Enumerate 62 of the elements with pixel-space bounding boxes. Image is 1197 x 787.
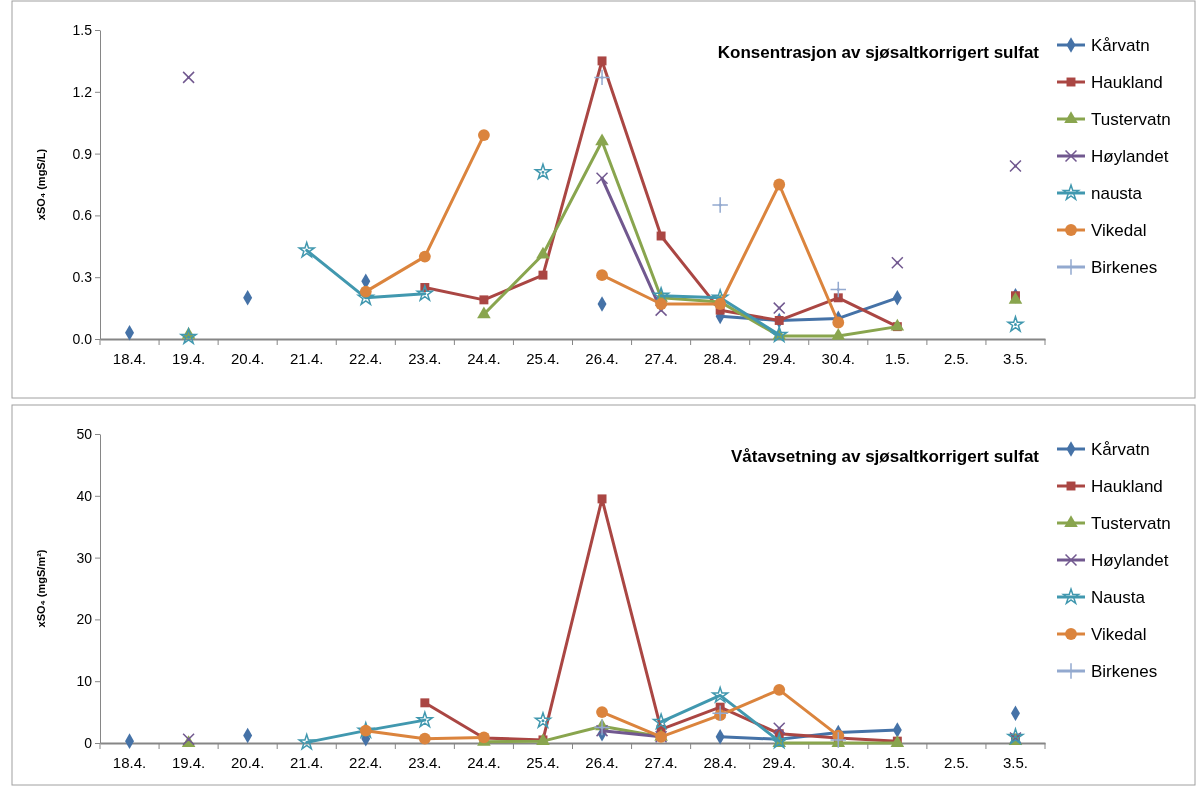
x-tick-label: 21.4. <box>290 753 324 771</box>
x-tick-label: 24.4. <box>467 753 501 771</box>
x-tick-label: 24.4. <box>467 349 501 367</box>
legend-label: Høylandet <box>1091 147 1169 166</box>
x-tick-label: 29.4. <box>762 349 796 367</box>
x-tick-label: 29.4. <box>762 753 796 771</box>
legend-label: Vikedal <box>1091 625 1147 644</box>
legend-label: Tustervatn <box>1091 110 1171 129</box>
y-tick-label: 10 <box>76 673 93 690</box>
legend-label: Haukland <box>1091 73 1163 92</box>
x-tick-label: 1.5. <box>884 349 910 367</box>
y-axis-title: xSO₄ (mgS/L) <box>35 148 47 221</box>
x-tick-label: 28.4. <box>703 753 737 771</box>
legend-label: Kårvatn <box>1091 440 1150 459</box>
x-tick-label: 22.4. <box>349 349 383 367</box>
x-tick-label: 30.4. <box>821 753 855 771</box>
x-tick-label: 26.4. <box>585 349 619 367</box>
y-tick-label: 0.3 <box>72 269 93 286</box>
y-tick-label: 1.2 <box>72 83 93 100</box>
y-tick-label: 0.6 <box>72 207 93 224</box>
legend-label: Kårvatn <box>1091 36 1150 55</box>
x-tick-label: 3.5. <box>1002 349 1028 367</box>
legend-label: Høylandet <box>1091 551 1169 570</box>
x-tick-label: 18.4. <box>112 753 147 771</box>
x-tick-label: 25.4. <box>526 349 560 367</box>
x-tick-label: 28.4. <box>703 349 737 367</box>
x-tick-label: 30.4. <box>821 349 855 367</box>
legend-label: Nausta <box>1091 588 1146 607</box>
legend-label: Birkenes <box>1091 258 1158 277</box>
y-tick-label: 0.0 <box>72 330 93 347</box>
y-tick-label: 0.9 <box>72 145 93 162</box>
x-tick-label: 25.4. <box>526 753 560 771</box>
legend-label: nausta <box>1091 184 1143 203</box>
x-tick-label: 22.4. <box>349 753 383 771</box>
text: Våtavsetning av sjøsaltkorrigert sulfat <box>731 447 1040 466</box>
x-tick-label: 2.5. <box>943 349 969 367</box>
x-tick-label: 21.4. <box>290 349 324 367</box>
legend-label: Birkenes <box>1091 662 1158 681</box>
y-axis-title: xSO₄ (mgS/m²) <box>35 549 47 628</box>
legend-label: Vikedal <box>1091 221 1147 240</box>
x-tick-label: 20.4. <box>230 349 265 367</box>
text: Konsentrasjon av sjøsaltkorrigert sulfat <box>717 43 1040 62</box>
x-tick-label: 18.4. <box>112 349 147 367</box>
x-tick-label: 3.5. <box>1002 753 1028 771</box>
y-tick-label: 40 <box>76 487 93 504</box>
x-tick-label: 26.4. <box>585 753 619 771</box>
legend-label: Haukland <box>1091 477 1163 496</box>
x-tick-label: 19.4. <box>171 753 206 771</box>
y-tick-label: 1.5 <box>72 21 93 38</box>
x-tick-label: 2.5. <box>943 753 969 771</box>
x-tick-label: 19.4. <box>171 349 206 367</box>
x-tick-label: 27.4. <box>644 753 678 771</box>
legend-label: Tustervatn <box>1091 514 1171 533</box>
y-tick-label: 50 <box>76 425 93 442</box>
x-tick-label: 23.4. <box>408 753 442 771</box>
y-tick-label: 30 <box>76 549 93 566</box>
x-tick-label: 23.4. <box>408 349 442 367</box>
y-tick-label: 0 <box>84 734 93 751</box>
x-tick-label: 1.5. <box>884 753 910 771</box>
x-tick-label: 20.4. <box>230 753 265 771</box>
x-tick-label: 27.4. <box>644 349 678 367</box>
y-tick-label: 20 <box>76 611 93 628</box>
